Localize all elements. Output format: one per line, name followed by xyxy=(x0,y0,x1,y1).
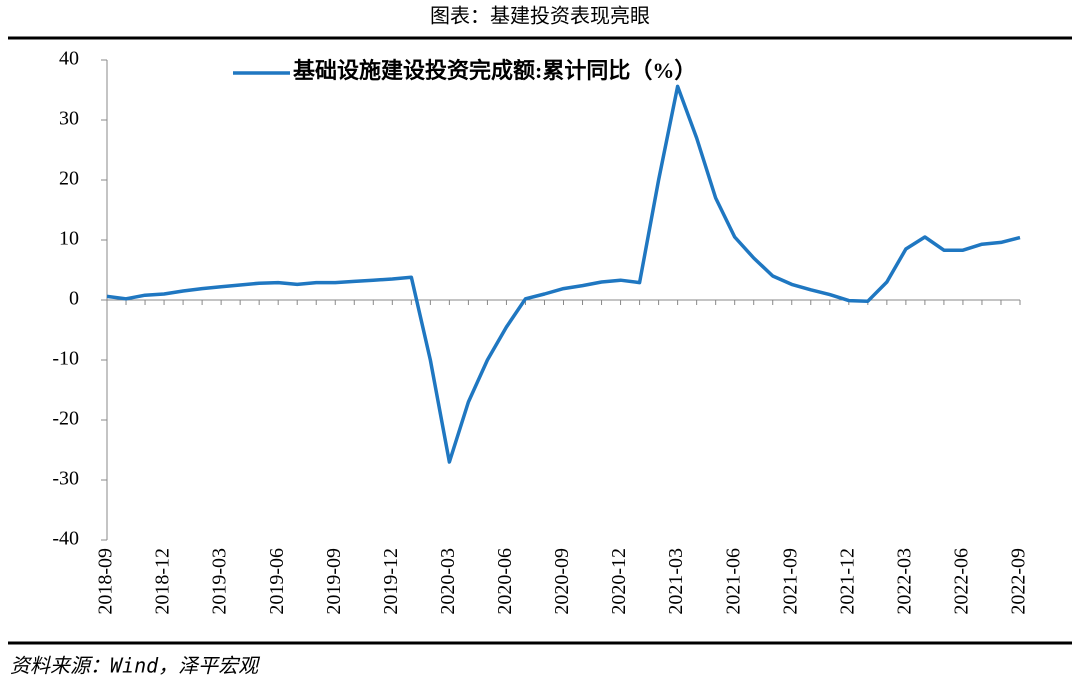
y-tick-label: 30 xyxy=(59,108,79,130)
y-tick-label: 40 xyxy=(59,48,79,70)
y-tick-label: 10 xyxy=(59,228,79,250)
x-tick-label: 2021-03 xyxy=(665,548,687,615)
y-tick-label: 0 xyxy=(69,288,79,310)
x-tick-label: 2022-09 xyxy=(1008,548,1030,615)
legend-label: 基础设施建设投资完成额:累计同比（%） xyxy=(293,58,696,83)
x-tick-label: 2020-03 xyxy=(437,548,459,615)
x-tick-label: 2019-06 xyxy=(266,548,288,615)
x-tick-label: 2018-12 xyxy=(152,548,174,615)
series-line xyxy=(106,84,1021,464)
x-tick-label: 2019-09 xyxy=(323,548,345,615)
y-tick-label: -20 xyxy=(52,408,79,430)
source: 资料来源：Wind，泽平宏观 xyxy=(10,654,260,678)
x-tick-label: 2021-06 xyxy=(722,548,744,615)
x-tick-label: 2020-09 xyxy=(551,548,573,615)
y-tick-label: -40 xyxy=(52,528,79,550)
x-tick-label: 2019-12 xyxy=(380,548,402,615)
x-tick-label: 2020-12 xyxy=(608,548,630,615)
x-tick-label: 2018-09 xyxy=(95,548,117,615)
x-tick-label: 2021-12 xyxy=(836,548,858,615)
x-tick-label: 2022-03 xyxy=(893,548,915,615)
y-tick-label: -10 xyxy=(52,348,79,370)
x-tick-label: 2021-09 xyxy=(779,548,801,615)
y-tick-label: 20 xyxy=(59,168,79,190)
y-tick-label: -30 xyxy=(52,468,79,490)
x-tick-label: 2020-06 xyxy=(494,548,516,615)
chart-title: 图表：基建投资表现亮眼 xyxy=(430,4,650,28)
x-tick-label: 2022-06 xyxy=(951,548,973,615)
x-tick-label: 2019-03 xyxy=(209,548,231,615)
